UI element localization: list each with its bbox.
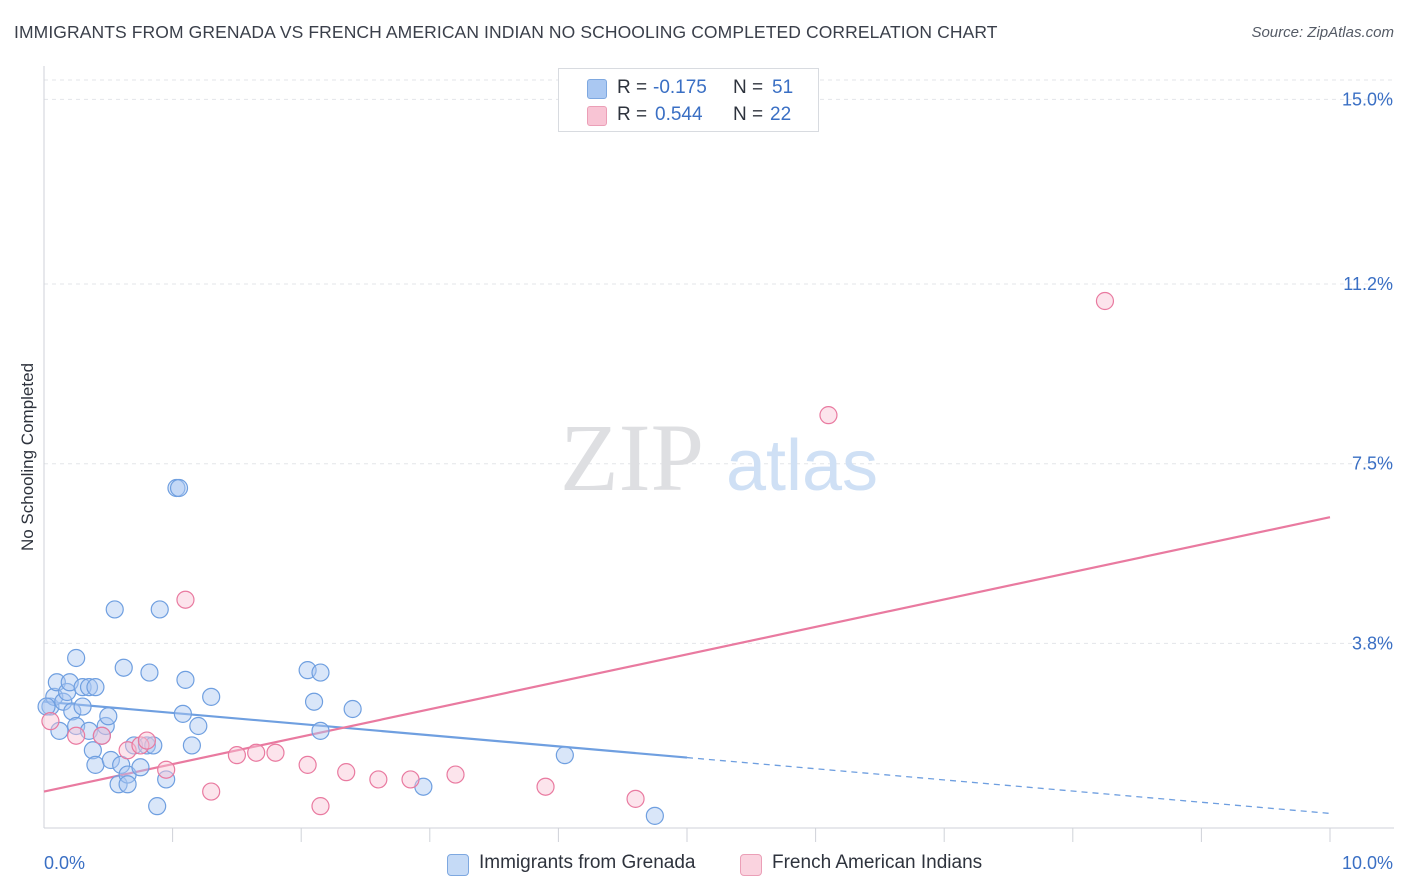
data-point [114,658,133,677]
watermark: ZIP atlas [560,404,878,511]
chart-title: IMMIGRANTS FROM GRENADA VS FRENCH AMERIC… [14,22,998,42]
legend-swatch-french-american-indians [587,106,607,126]
data-point [202,782,221,801]
trend-lines [43,516,1331,815]
trend-line [43,516,1331,793]
legend-r-value: -0.175 [653,77,707,98]
trend-line [43,700,688,759]
data-point [157,760,176,779]
data-point [67,648,86,668]
data-point [176,590,195,609]
bottom-legend-swatch-french-american-indians [740,854,762,876]
data-point [86,678,105,697]
bottom-legend-label-grenada: Immigrants from Grenada [479,852,696,873]
legend-r-label: R = [617,77,648,98]
correlation-legend: R = -0.175 N = 51 R = 0.544 N = 22 [558,68,819,132]
data-point [182,736,201,755]
grid-lines [44,79,1394,644]
legend-r-value: 0.544 [655,104,703,125]
data-point [105,600,124,619]
data-point [819,406,838,425]
data-point [247,743,266,762]
data-point [401,770,420,789]
y-tick-label: 11.2% [1343,274,1393,294]
data-point [79,678,99,697]
data-point [99,707,118,726]
data-point [298,755,317,774]
watermark-zip: ZIP [560,404,704,511]
data-point [157,770,176,789]
x-tick-label: 0.0% [44,853,85,873]
data-point [1095,291,1115,311]
bottom-legend-label-french-american-indians: French American Indians [772,852,983,873]
data-point [311,721,330,740]
data-point [311,663,330,682]
data-point [189,716,208,736]
data-point [86,755,105,774]
y-tick-label: 3.8% [1352,633,1393,653]
data-point [555,746,574,765]
data-point [536,777,555,796]
data-points [37,291,1115,825]
data-point [140,663,159,682]
data-point [73,697,92,716]
data-point [304,692,324,711]
bottom-legend-swatch-grenada [447,854,469,876]
data-point [173,704,192,723]
y-tick-label: 7.5% [1352,454,1393,474]
legend-n-label: N = [733,104,764,125]
watermark-atlas: atlas [726,426,878,506]
data-point [37,697,56,716]
data-point [67,726,86,745]
data-point [41,712,60,731]
data-point [83,741,102,760]
y-tick-label: 15.0% [1342,89,1393,109]
legend-row-grenada: R = -0.175 N = 51 [559,75,818,101]
x-tick-label: 10.0% [1342,853,1393,873]
source-credit: Source: ZipAtlas.com [1251,24,1394,41]
data-point [169,478,189,498]
data-point [626,789,645,808]
data-point [131,758,150,777]
legend-row-french-american-indians: R = 0.544 N = 22 [559,102,818,128]
legend-n-label: N = [733,77,764,98]
data-point [645,806,664,825]
data-point [63,702,82,721]
trend-line-extension [686,756,1331,815]
data-point [148,797,167,816]
data-point [311,797,330,816]
data-point [176,670,195,689]
data-point [202,687,221,706]
legend-swatch-grenada [587,79,607,99]
legend-n-value: 22 [770,104,792,125]
legend-r-label: R = [617,104,648,125]
data-point [73,678,92,697]
data-point [92,726,111,745]
data-point [337,763,356,782]
data-point [266,743,285,762]
data-point [227,746,246,765]
data-point [118,775,137,794]
tick-labels: 3.8% 7.5% 11.2% 15.0% 0.0% 10.0% [44,89,1393,873]
data-point [343,699,362,719]
data-point [101,750,120,770]
data-point [137,736,156,755]
data-point [446,765,465,784]
data-point [369,770,388,789]
legend-n-value: 51 [772,77,794,98]
data-point [150,600,169,619]
axes [43,66,1394,842]
data-point [137,731,156,750]
